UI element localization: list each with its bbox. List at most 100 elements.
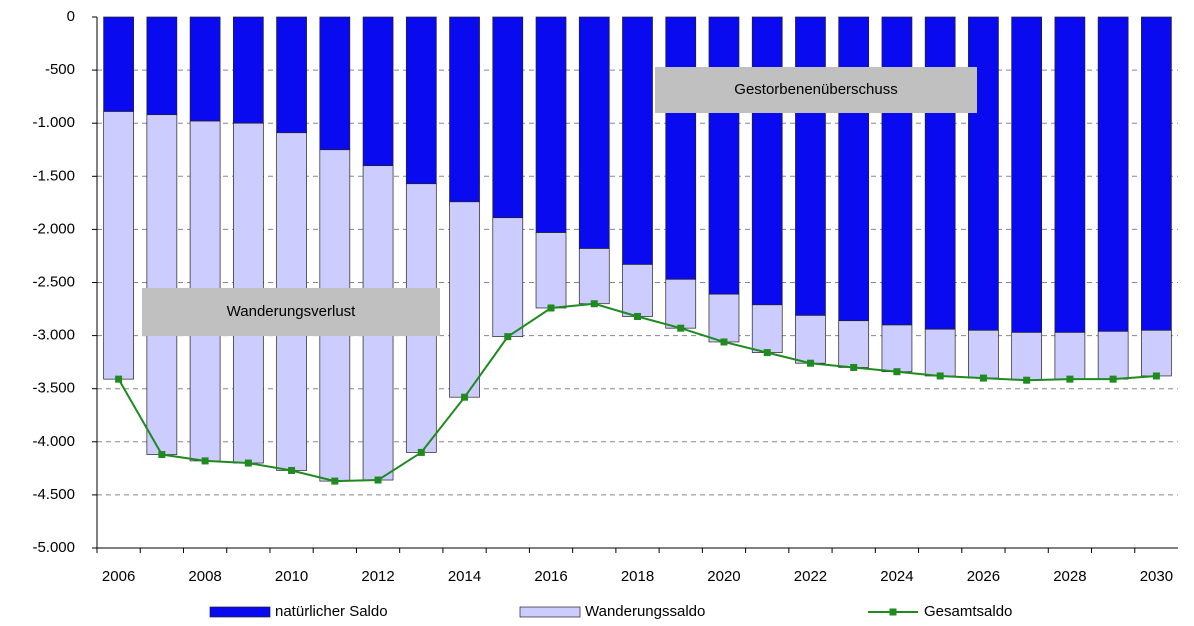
marker — [115, 375, 123, 383]
marker — [850, 363, 858, 371]
marker — [331, 477, 339, 485]
x-tick-label: 2016 — [534, 568, 567, 585]
x-tick-label: 2030 — [1140, 568, 1173, 585]
y-tick-label: -5.000 — [32, 539, 75, 556]
bar — [838, 16, 870, 322]
marker — [1066, 375, 1074, 383]
marker — [288, 466, 296, 474]
bar — [232, 16, 264, 124]
bar — [1141, 16, 1172, 331]
marker — [547, 304, 555, 312]
marker — [158, 451, 166, 459]
y-tick-label: -500 — [45, 61, 75, 78]
y-tick-label: -1.000 — [32, 114, 75, 131]
annotation: Gestorbenenüberschuss — [734, 81, 897, 98]
marker — [893, 368, 901, 376]
bar — [405, 16, 437, 185]
bar — [968, 329, 999, 379]
marker — [763, 349, 771, 357]
bar — [622, 264, 653, 317]
legend-swatch — [519, 606, 581, 618]
bar — [492, 217, 524, 338]
bar — [146, 114, 178, 455]
y-tick-label: 0 — [67, 8, 75, 25]
bar — [319, 16, 351, 151]
bar — [795, 16, 826, 316]
bar — [924, 328, 956, 377]
legend-swatch — [209, 606, 271, 618]
bar — [1141, 329, 1172, 377]
marker — [1109, 375, 1117, 383]
bar — [1011, 16, 1043, 333]
x-tick-label: 2026 — [967, 568, 1000, 585]
legend-label: Wanderungssaldo — [585, 603, 705, 620]
bar — [362, 16, 394, 167]
bar — [535, 232, 567, 309]
annotation: Wanderungsverlust — [227, 303, 357, 320]
bar — [751, 16, 783, 306]
bar — [881, 16, 913, 326]
marker — [1023, 376, 1031, 384]
bar — [449, 201, 480, 398]
marker — [417, 448, 425, 456]
x-tick-label: 2006 — [102, 568, 135, 585]
x-tick-label: 2022 — [794, 568, 827, 585]
marker — [201, 457, 209, 465]
bar — [103, 111, 134, 380]
bar — [1097, 16, 1129, 332]
y-tick-label: -2.500 — [32, 273, 75, 290]
x-tick-label: 2008 — [188, 568, 221, 585]
x-tick-label: 2010 — [275, 568, 308, 585]
y-tick-label: -1.500 — [32, 167, 75, 184]
bar — [1097, 331, 1129, 380]
bar — [795, 315, 826, 364]
x-tick-label: 2024 — [880, 568, 913, 585]
bar — [665, 16, 697, 280]
marker — [677, 324, 685, 332]
bar — [924, 16, 956, 330]
bar — [535, 16, 567, 233]
bar — [103, 16, 134, 112]
marker — [979, 374, 987, 382]
bar — [578, 248, 610, 305]
annotation-box — [655, 67, 977, 113]
bar — [622, 16, 653, 265]
bar — [881, 324, 913, 373]
x-tick-label: 2020 — [707, 568, 740, 585]
bar — [146, 16, 178, 116]
marker — [720, 338, 728, 346]
y-tick-label: -3.000 — [32, 327, 75, 344]
bar — [1011, 332, 1043, 381]
legend-label: natürlicher Saldo — [275, 603, 388, 620]
bar — [708, 293, 740, 343]
marker — [936, 372, 944, 380]
y-tick-label: -4.000 — [32, 433, 75, 450]
bar — [751, 304, 783, 353]
bar — [708, 16, 740, 295]
bar — [968, 16, 999, 331]
bar — [1054, 332, 1086, 380]
legend-marker — [889, 608, 897, 616]
x-tick-label: 2012 — [361, 568, 394, 585]
legend-label: Gesamtsaldo — [924, 603, 1012, 620]
marker — [806, 359, 814, 367]
marker — [634, 312, 641, 320]
marker — [244, 459, 252, 467]
x-tick-label: 2018 — [621, 568, 654, 585]
marker — [461, 393, 469, 401]
marker — [590, 300, 598, 308]
y-tick-label: -2.000 — [32, 220, 75, 237]
marker — [374, 476, 382, 484]
bar — [578, 16, 610, 249]
bar — [449, 16, 480, 203]
y-tick-label: -3.500 — [32, 380, 75, 397]
bar — [492, 16, 524, 219]
bar — [276, 16, 307, 134]
marker — [504, 333, 512, 341]
x-tick-label: 2014 — [448, 568, 481, 585]
y-tick-label: -4.500 — [32, 486, 75, 503]
bar — [189, 16, 221, 122]
annotation-box — [142, 288, 440, 336]
marker — [1152, 372, 1160, 380]
